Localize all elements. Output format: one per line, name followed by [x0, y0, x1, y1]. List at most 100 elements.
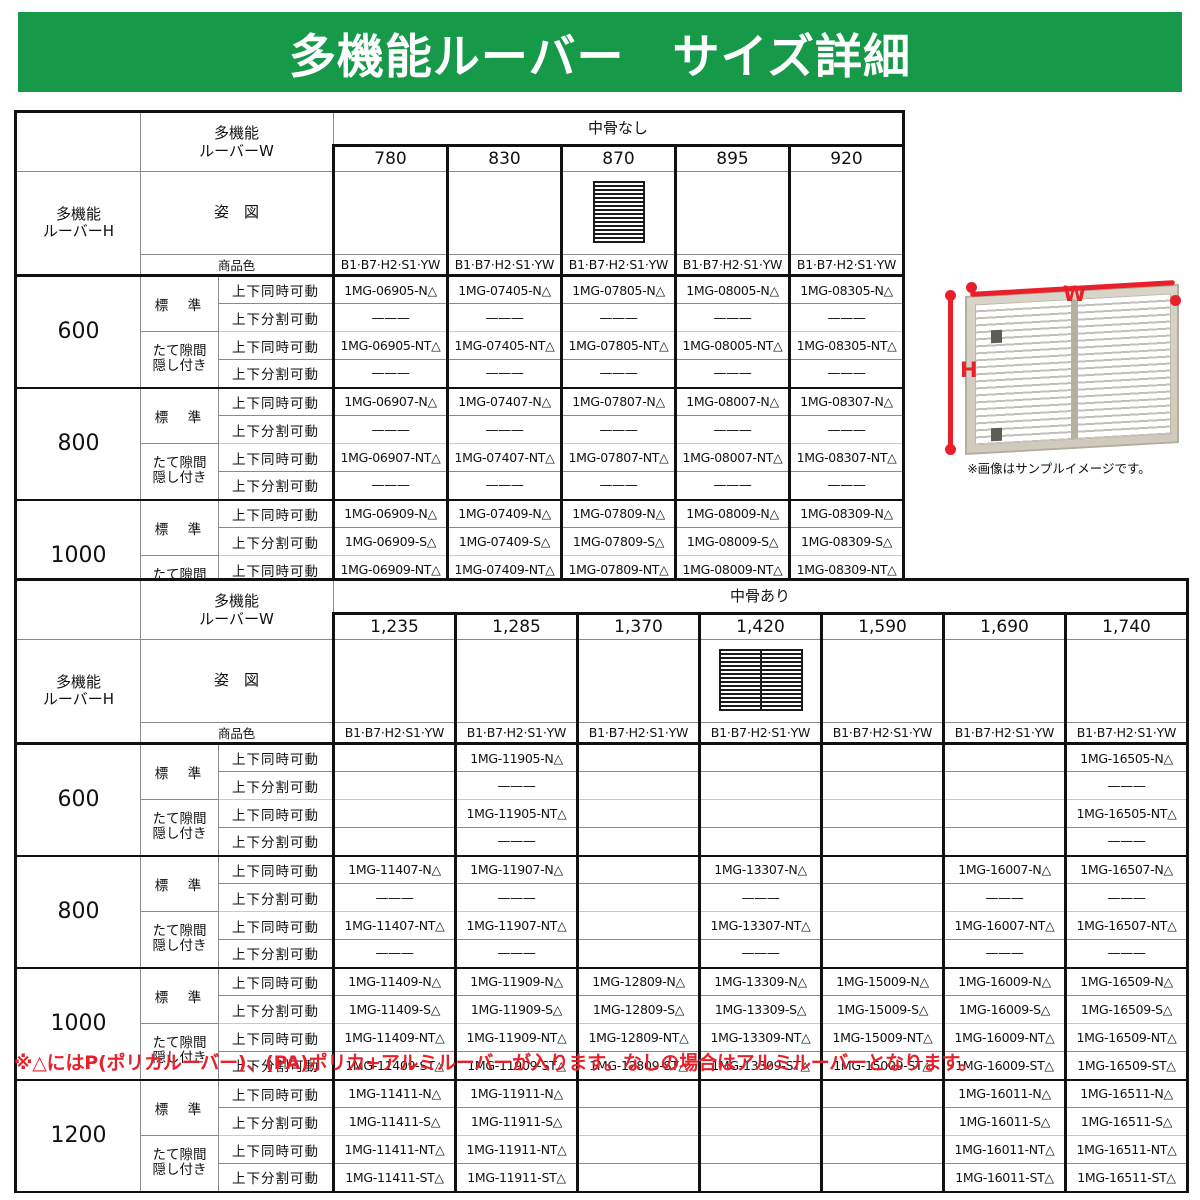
not-available-dash: ——— — [713, 478, 752, 494]
header-louver-h-2-line2: ルーバーH — [42, 690, 115, 708]
code-cell — [942, 742, 1066, 772]
not-available-dash: ——— — [713, 422, 752, 438]
code-cell: 1MG-12809-N△ — [576, 967, 700, 996]
table-row: 上下分割可動 ——— ——— ——— ——— ——— — [16, 883, 1189, 912]
code-cell: ——— — [787, 415, 906, 444]
code-cell: 1MG-16511-N△ — [1064, 1079, 1189, 1108]
table-row: 1200 標 準上下同時可動 1MG-11411-N△ 1MG-11911-N△ 1MG… — [14, 1079, 1189, 1193]
dimension-dot-h-end — [945, 444, 956, 455]
dimension-dot-h-start — [945, 290, 956, 301]
code-cell: 1MG-16505-NT△ — [1064, 799, 1189, 828]
color-codes-920: B1·B7·H2·S1·YW — [787, 254, 906, 276]
code-cell: 1MG-08307-N△ — [787, 387, 906, 416]
code-cell — [820, 883, 944, 912]
variant-cell: たて隙間隠し付き — [140, 799, 219, 857]
code-cell — [698, 1107, 822, 1136]
not-available-dash: ——— — [827, 366, 866, 382]
motion-cell: 上下同時可動 — [218, 387, 334, 416]
variant-label-line2: 隠し付き — [152, 470, 207, 487]
dimension-dot-w-end — [1170, 295, 1181, 306]
code-cell — [698, 742, 822, 772]
code-cell: 1MG-11409-S△ — [332, 995, 456, 1024]
code-cell: 1MG-16507-N△ — [1064, 855, 1189, 884]
code-cell: ——— — [698, 939, 822, 969]
figure-cell-1285 — [454, 639, 578, 723]
variant-cell: 標 準 — [140, 387, 219, 444]
motion-cell: 上下分割可動 — [218, 1107, 334, 1136]
figure-cell-1690 — [942, 639, 1066, 723]
motion-cell: 上下同時可動 — [218, 499, 334, 528]
table-row: 1000 標 準上下同時可動 1MG-11409-N△ 1MG-11909-N△ 1MG… — [14, 967, 1189, 1081]
not-available-dash: ——— — [741, 890, 780, 906]
not-available-dash: ——— — [713, 366, 752, 382]
not-available-dash: ——— — [485, 366, 524, 382]
code-cell: 1MG-11911-N△ — [454, 1079, 578, 1108]
motion-cell: 上下分割可動 — [218, 359, 334, 389]
code-cell: 1MG-12809-S△ — [576, 995, 700, 1024]
code-cell: 1MG-16509-ST△ — [1064, 1051, 1189, 1081]
not-available-dash: ——— — [985, 890, 1024, 906]
width-col-1690: 1,690 — [942, 612, 1066, 640]
figure-cell-780 — [332, 171, 448, 255]
size-table-with-midrail: 多機能 ルーバーW 中骨あり 1,235 1,285 1,370 1,420 1… — [14, 578, 1189, 1193]
code-cell: 1MG-07809-S△ — [560, 527, 676, 556]
code-cell: ——— — [560, 415, 676, 444]
table-row: 上下分割可動 1MG-11409-S△ 1MG-11909-S△ 1MG-12809-… — [16, 995, 1189, 1024]
code-cell: ——— — [454, 883, 578, 912]
code-cell: 1MG-08309-N△ — [787, 499, 906, 528]
code-cell: 1MG-11411-NT△ — [332, 1135, 456, 1164]
table-row: 上下分割可動 ——— ——— ——— ——— ——— — [16, 359, 906, 389]
page-title-banner: 多機能ルーバー サイズ詳細 — [18, 12, 1182, 92]
motion-cell: 上下分割可動 — [218, 883, 334, 912]
code-cell — [576, 911, 700, 940]
code-cell: 1MG-08005-NT△ — [674, 331, 790, 360]
code-cell: ——— — [560, 359, 676, 389]
not-available-dash: ——— — [497, 778, 536, 794]
code-cell: 1MG-12809-NT△ — [576, 1023, 700, 1052]
code-cell: ——— — [446, 415, 562, 444]
code-cell: 1MG-13309-NT△ — [698, 1023, 822, 1052]
code-cell — [576, 799, 700, 828]
not-available-dash: ——— — [371, 310, 410, 326]
variant-cell: たて隙間隠し付き — [140, 1023, 219, 1081]
code-cell: 1MG-11411-ST△ — [332, 1163, 456, 1193]
motion-cell: 上下同時可動 — [218, 855, 334, 884]
variant-cell: たて隙間隠し付き — [140, 1135, 219, 1193]
variant-cell: たて隙間隠し付き — [140, 911, 219, 969]
code-cell: ——— — [332, 883, 456, 912]
code-cell: 1MG-06907-N△ — [332, 387, 448, 416]
table-row: 上下分割可動 ——— ——— ——— ——— ——— — [16, 415, 906, 444]
width-col-1590: 1,590 — [820, 612, 944, 640]
color-codes-1235: B1·B7·H2·S1·YW — [332, 722, 456, 744]
variant-label-line1: たて隙間 — [152, 343, 207, 360]
code-cell: 1MG-11409-N△ — [332, 967, 456, 996]
louver-icon-mullion — [759, 650, 762, 709]
variant-label-line1: たて隙間 — [152, 455, 207, 472]
dimension-dot-w-start — [966, 282, 977, 293]
dimension-line-height — [948, 294, 953, 449]
variant-label-line2: 隠し付き — [152, 938, 207, 955]
table-row: たて隙間 隠し付き 上下同時可動 1MG-06907-NT△ 1MG-07407-NT△… — [16, 443, 906, 501]
code-cell: 1MG-11409-NT△ — [332, 1023, 456, 1052]
louver-icon-no-midrail — [592, 180, 645, 243]
code-cell: ——— — [942, 883, 1066, 912]
code-cell: 1MG-08007-NT△ — [674, 443, 790, 472]
width-col-1235: 1,235 — [332, 612, 456, 640]
code-cell: 1MG-08007-N△ — [674, 387, 790, 416]
table-row: 1000 標 準上下同時可動 1MG-06909-N△ 1MG-07409-N△ 1MG… — [14, 499, 906, 613]
code-cell: ——— — [942, 939, 1066, 969]
header-louver-h-line1: 多機能 — [55, 204, 101, 223]
code-cell — [942, 799, 1066, 828]
code-cell: 1MG-16511-S△ — [1064, 1107, 1189, 1136]
louver-hinge-bottom-icon — [991, 427, 1002, 442]
figure-cell-1740 — [1064, 639, 1189, 723]
code-cell: 1MG-12809-ST△ — [576, 1051, 700, 1081]
footnote-note: ※△にはP(ポリカルーバー)、(PA)ポリカ+アルミルーバーが入ります。なしの場… — [14, 1052, 978, 1074]
not-available-dash: ——— — [985, 946, 1024, 962]
figure-cell-1420 — [698, 639, 822, 723]
dimension-label-width: W — [1063, 282, 1087, 306]
code-cell: 1MG-16009-N△ — [942, 967, 1066, 996]
code-cell — [576, 1163, 700, 1193]
header-louver-w-2: 多機能 ルーバーW — [140, 578, 334, 640]
code-cell: ——— — [332, 939, 456, 969]
